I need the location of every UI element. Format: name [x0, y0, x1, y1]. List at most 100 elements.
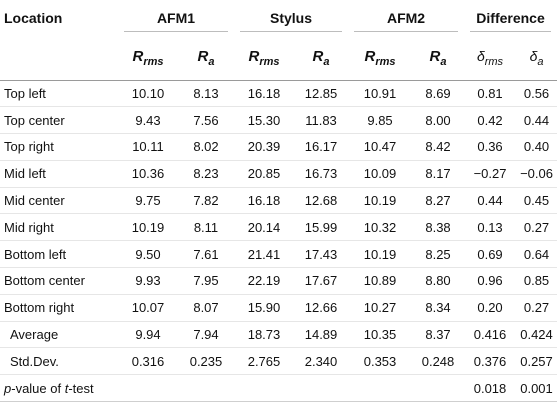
header-difference: Difference [464, 0, 557, 36]
table-row-average: Average 9.94 7.94 18.73 14.89 10.35 8.37… [0, 321, 557, 349]
subheader-delta-rms: δrms [464, 36, 517, 81]
table-row: Mid left 10.36 8.23 20.85 16.73 10.09 8.… [0, 160, 557, 188]
cell-afm2-ra: 8.00 [412, 106, 465, 135]
cell-afm2-rrms: 9.85 [348, 106, 413, 135]
row-location: Bottom center [0, 267, 118, 295]
row-location: Top left [0, 80, 118, 108]
cell-stylus-ra: 11.83 [294, 106, 349, 135]
cell-afm1-rrms: 9.43 [118, 106, 178, 135]
cell-delta-a: −0.06 [516, 160, 557, 188]
cell-afm1-ra: 8.07 [178, 294, 234, 322]
cell-afm1-ra: 8.02 [178, 133, 234, 161]
row-location: Top center [0, 106, 118, 135]
cell-delta-a: 0.44 [516, 106, 557, 135]
cell-afm1-ra: 0.235 [178, 347, 234, 376]
table-row: Top right 10.11 8.02 20.39 16.17 10.47 8… [0, 133, 557, 161]
table-row: Top left 10.10 8.13 16.18 12.85 10.91 8.… [0, 80, 557, 108]
cell-stylus-ra: 17.67 [294, 267, 349, 295]
header-afm2-rule [354, 31, 459, 32]
table-row-stddev: Std.Dev. 0.316 0.235 2.765 2.340 0.353 0… [0, 347, 557, 376]
cell-afm2-ra: 8.37 [412, 321, 465, 349]
header-afm2: AFM2 [348, 0, 464, 36]
cell-delta-a: 0.45 [516, 187, 557, 215]
cell-afm2-ra: 0.248 [412, 347, 465, 376]
cell-afm2-ra: 8.80 [412, 267, 465, 295]
cell-delta-rms: 0.36 [464, 133, 517, 161]
subheader-stylus-ra: Ra [294, 36, 349, 81]
cell-stylus-rrms: 16.18 [234, 187, 294, 215]
cell-stylus-rrms: 15.30 [234, 106, 294, 135]
table-row: Mid right 10.19 8.11 20.14 15.99 10.32 8… [0, 213, 557, 242]
cell-empty [348, 374, 413, 403]
cell-afm2-rrms: 10.89 [348, 267, 413, 295]
table-row: Bottom center 9.93 7.95 22.19 17.67 10.8… [0, 267, 557, 295]
cell-afm1-rrms: 10.19 [118, 213, 178, 242]
row-location: Average [0, 321, 118, 349]
cell-delta-rms: 0.376 [464, 347, 517, 376]
header-difference-label: Difference [476, 10, 545, 26]
subheader-empty [0, 36, 118, 81]
cell-afm2-rrms: 10.35 [348, 321, 413, 349]
cell-stylus-ra: 16.73 [294, 160, 349, 188]
cell-afm1-ra: 7.95 [178, 267, 234, 295]
cell-stylus-rrms: 15.90 [234, 294, 294, 322]
cell-afm1-rrms: 10.10 [118, 80, 178, 108]
cell-afm2-ra: 8.38 [412, 213, 465, 242]
cell-afm2-ra: 8.42 [412, 133, 465, 161]
cell-delta-rms: 0.13 [464, 213, 517, 242]
cell-delta-a: 0.64 [516, 240, 557, 269]
header-afm1-label: AFM1 [156, 10, 196, 26]
cell-pvalue-delta-rms: 0.018 [464, 374, 517, 403]
cell-delta-rms: 0.69 [464, 240, 517, 269]
cell-delta-a: 0.424 [516, 321, 557, 349]
cell-stylus-ra: 12.66 [294, 294, 349, 322]
subheader-delta-a: δa [516, 36, 557, 81]
cell-afm1-ra: 7.94 [178, 321, 234, 349]
cell-afm2-ra: 8.27 [412, 187, 465, 215]
cell-afm2-ra: 8.17 [412, 160, 465, 188]
cell-afm2-rrms: 10.19 [348, 240, 413, 269]
cell-stylus-rrms: 2.765 [234, 347, 294, 376]
cell-afm1-ra: 8.23 [178, 160, 234, 188]
cell-delta-a: 0.56 [516, 80, 557, 108]
cell-afm1-rrms: 9.94 [118, 321, 178, 349]
table-body: Top left 10.10 8.13 16.18 12.85 10.91 8.… [0, 80, 557, 403]
header-afm2-label: AFM2 [386, 10, 426, 26]
row-location: Mid right [0, 213, 118, 242]
cell-afm1-ra: 8.11 [178, 213, 234, 242]
cell-afm2-ra: 8.34 [412, 294, 465, 322]
subheader-stylus-rrms: Rrms [234, 36, 294, 81]
subheader-afm1-rrms: Rrms [118, 36, 178, 81]
cell-stylus-rrms: 20.14 [234, 213, 294, 242]
cell-empty [294, 374, 349, 403]
cell-delta-rms: 0.81 [464, 80, 517, 108]
cell-stylus-rrms: 22.19 [234, 267, 294, 295]
row-location: Mid center [0, 187, 118, 215]
cell-delta-rms: 0.416 [464, 321, 517, 349]
table-row: Bottom right 10.07 8.07 15.90 12.66 10.2… [0, 294, 557, 322]
cell-afm1-rrms: 10.36 [118, 160, 178, 188]
table-row: Mid center 9.75 7.82 16.18 12.68 10.19 8… [0, 187, 557, 215]
cell-afm1-rrms: 9.75 [118, 187, 178, 215]
header-location: Location [4, 10, 63, 26]
subheader-afm2-rrms: Rrms [348, 36, 413, 81]
cell-afm1-ra: 7.82 [178, 187, 234, 215]
subheader-afm2-ra: Ra [412, 36, 465, 81]
cell-afm2-ra: 8.25 [412, 240, 465, 269]
header-afm1-rule [124, 31, 228, 32]
table-row: Top center 9.43 7.56 15.30 11.83 9.85 8.… [0, 106, 557, 135]
cell-empty [234, 374, 294, 403]
cell-stylus-ra: 16.17 [294, 133, 349, 161]
cell-afm1-rrms: 10.07 [118, 294, 178, 322]
table-row-pvalue: p-value of t-test 0.018 0.001 [0, 374, 557, 403]
cell-stylus-ra: 17.43 [294, 240, 349, 269]
row-location: Top right [0, 133, 118, 161]
header-stylus-label: Stylus [270, 10, 313, 26]
cell-stylus-rrms: 18.73 [234, 321, 294, 349]
cell-pvalue-delta-a: 0.001 [516, 374, 557, 403]
cell-afm1-ra: 8.13 [178, 80, 234, 108]
cell-afm2-rrms: 10.47 [348, 133, 413, 161]
cell-afm2-rrms: 10.32 [348, 213, 413, 242]
cell-delta-a: 0.27 [516, 213, 557, 242]
